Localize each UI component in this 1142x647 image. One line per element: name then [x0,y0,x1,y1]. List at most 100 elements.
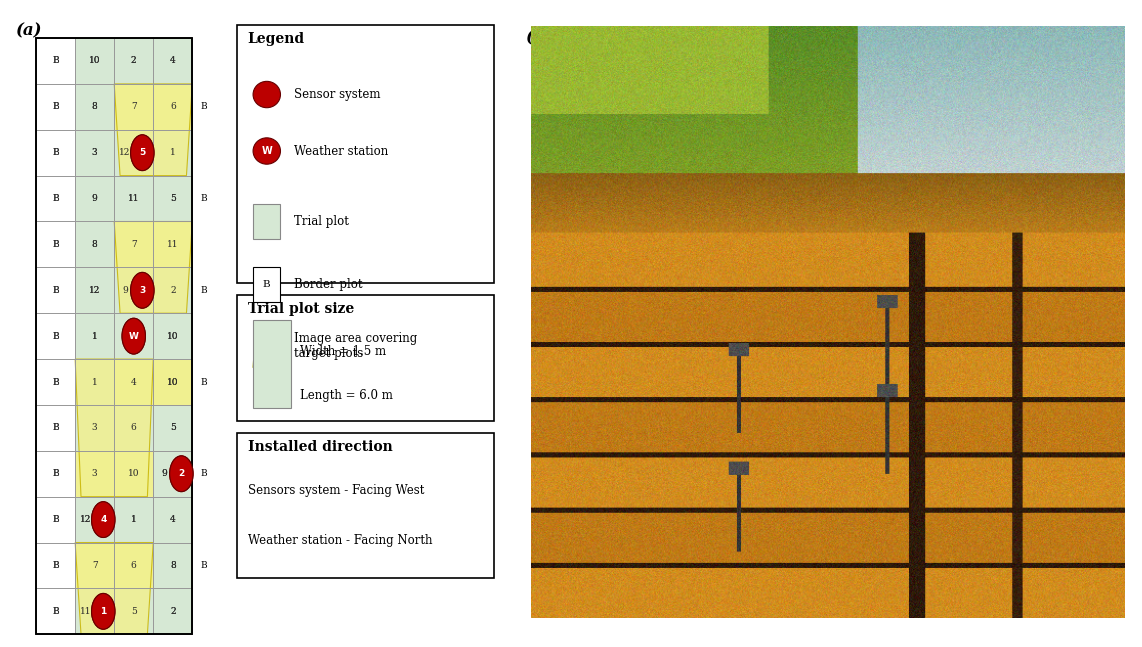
Bar [114,84,153,130]
Bar [37,221,75,267]
Bar [37,543,75,588]
Text: 5: 5 [170,194,176,203]
Text: B: B [53,240,59,249]
Text: 11: 11 [167,240,178,249]
Bar [37,221,75,267]
Bar [153,451,192,497]
Text: 8: 8 [91,240,97,249]
Bar [114,588,153,634]
Bar [37,175,75,221]
Text: 5: 5 [170,423,176,432]
Text: 8: 8 [170,561,176,570]
Bar [153,313,192,359]
Text: Trial plot size: Trial plot size [248,302,354,316]
Bar [75,38,114,84]
Bar [37,588,75,634]
Text: 9: 9 [91,194,97,203]
Text: 6: 6 [131,561,137,570]
Bar [37,543,75,588]
Bar [114,267,153,313]
Bar [114,497,153,543]
Text: 7: 7 [131,240,137,249]
Text: Border plot: Border plot [295,278,363,291]
Text: 5: 5 [139,148,145,157]
Polygon shape [75,359,153,497]
Text: 4: 4 [100,515,106,524]
Bar [75,175,114,221]
Bar [37,267,75,313]
Ellipse shape [91,593,115,630]
Bar [114,175,153,221]
Text: Weather station: Weather station [295,144,388,157]
Text: 9: 9 [91,194,97,203]
Text: 3: 3 [91,148,97,157]
Text: 6: 6 [170,102,176,111]
Bar [37,38,75,84]
Bar [37,175,75,221]
Text: B: B [53,56,59,65]
Text: 4: 4 [170,515,176,524]
Bar [37,497,75,543]
Text: B: B [53,332,59,341]
Text: 7: 7 [131,102,137,111]
Text: 5: 5 [131,607,137,616]
Text: 10: 10 [128,469,139,478]
Text: 4: 4 [170,56,176,65]
Text: Length = 6.0 m: Length = 6.0 m [299,389,393,402]
Text: 3: 3 [139,286,145,295]
Bar [153,313,192,359]
Bar [153,359,192,405]
Bar [37,359,75,405]
Ellipse shape [91,501,115,538]
Bar [114,543,153,588]
Text: B: B [53,240,59,249]
Text: 1: 1 [170,148,176,157]
Bar [153,543,192,588]
Text: B: B [53,148,59,157]
Bar [114,359,153,405]
Bar [153,497,192,543]
Text: 1: 1 [100,607,106,616]
Bar [114,451,153,497]
Bar [153,405,192,451]
Bar [37,38,192,634]
Bar [153,267,192,313]
Text: Trial plot: Trial plot [295,215,349,228]
Bar [75,175,114,221]
Text: 8: 8 [91,240,97,249]
Text: 3: 3 [91,423,97,432]
Text: 7: 7 [131,240,137,249]
Bar [75,359,114,405]
Bar [75,405,114,451]
Polygon shape [254,327,281,367]
Text: 8: 8 [91,102,97,111]
Bar [75,451,114,497]
Ellipse shape [130,135,154,171]
Ellipse shape [91,593,115,630]
Text: B: B [53,515,59,524]
Text: 1: 1 [91,377,97,386]
Bar [236,25,494,283]
Bar [37,451,75,497]
Text: 1: 1 [131,515,137,524]
Text: Sensor system: Sensor system [295,88,380,101]
Text: 2: 2 [131,56,137,65]
Bar [37,405,75,451]
Text: (b): (b) [525,28,553,45]
Text: 10: 10 [167,377,178,386]
Bar [37,588,75,634]
Text: Weather station - Facing North: Weather station - Facing North [248,534,432,547]
Bar [153,175,192,221]
Text: 2: 2 [170,607,176,616]
Text: 11: 11 [128,194,139,203]
Ellipse shape [170,456,193,492]
Bar [114,221,153,267]
Bar [75,130,114,175]
Text: 2: 2 [131,56,137,65]
Text: B: B [53,423,59,432]
Text: 10: 10 [167,377,178,386]
Bar [37,38,75,84]
Bar [37,130,75,175]
Ellipse shape [130,272,154,308]
Text: B: B [53,194,59,203]
